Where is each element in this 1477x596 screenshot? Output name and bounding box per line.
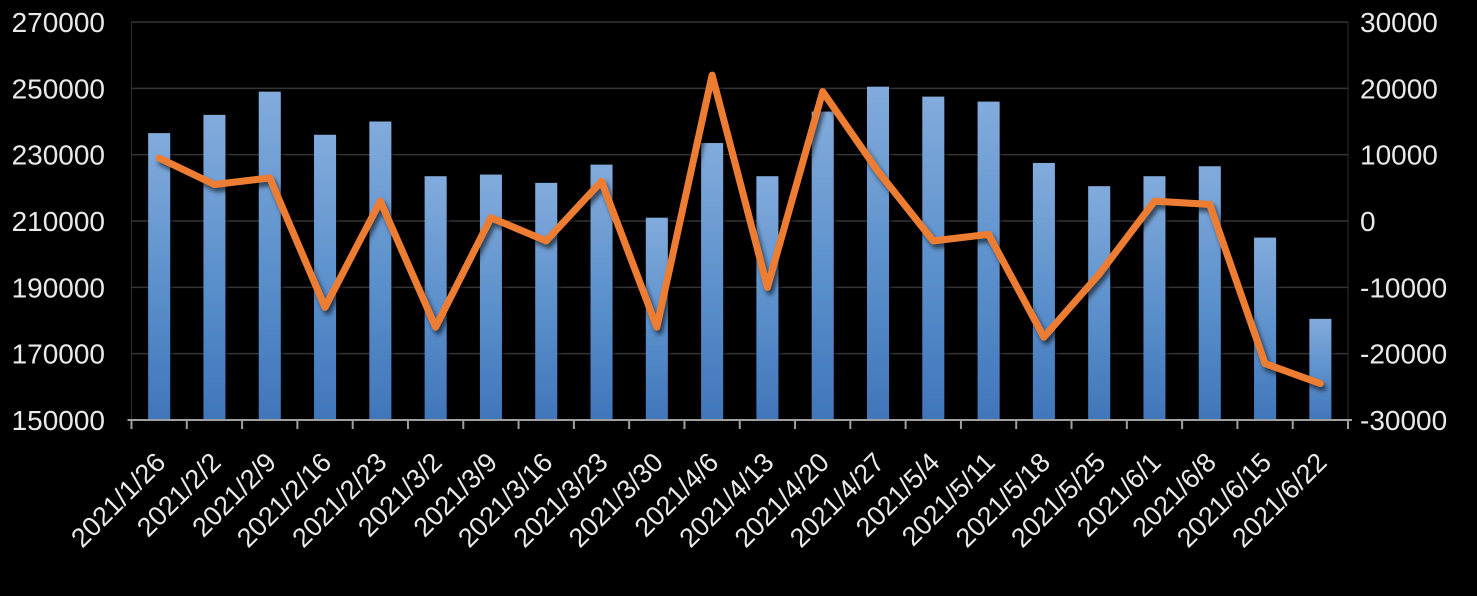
left-axis-label: 250000 — [12, 73, 105, 104]
bar — [148, 133, 171, 420]
bar — [203, 114, 226, 420]
bar — [811, 111, 834, 421]
bar — [535, 182, 558, 420]
bar — [866, 86, 889, 421]
bar — [424, 176, 447, 420]
line-series — [155, 71, 1324, 387]
right-axis-label: 20000 — [1360, 73, 1438, 104]
bar — [977, 101, 1000, 420]
left-axis-label: 170000 — [12, 339, 105, 370]
bar — [1088, 186, 1111, 420]
bar — [314, 134, 337, 420]
right-axis-label: -20000 — [1360, 339, 1447, 370]
bar — [701, 143, 724, 420]
right-axis-label: 0 — [1360, 206, 1376, 237]
right-axis-label: -30000 — [1360, 405, 1447, 436]
bar — [369, 121, 392, 420]
left-axis-label: 190000 — [12, 272, 105, 303]
bar — [1254, 237, 1277, 420]
bar — [1143, 176, 1166, 420]
bar-series — [148, 86, 1332, 421]
left-axis-label: 270000 — [12, 7, 105, 38]
bar — [479, 174, 502, 420]
right-axis-label: 10000 — [1360, 140, 1438, 171]
right-axis-label: -10000 — [1360, 272, 1447, 303]
bar — [590, 164, 613, 420]
right-axis-label: 30000 — [1360, 7, 1438, 38]
bar — [1309, 318, 1332, 420]
bar — [258, 91, 281, 421]
left-axis-label: 230000 — [12, 140, 105, 171]
bar — [1032, 162, 1055, 421]
bar — [756, 176, 779, 420]
left-axis-label: 210000 — [12, 206, 105, 237]
left-axis-label: 150000 — [12, 405, 105, 436]
bar — [922, 96, 945, 420]
